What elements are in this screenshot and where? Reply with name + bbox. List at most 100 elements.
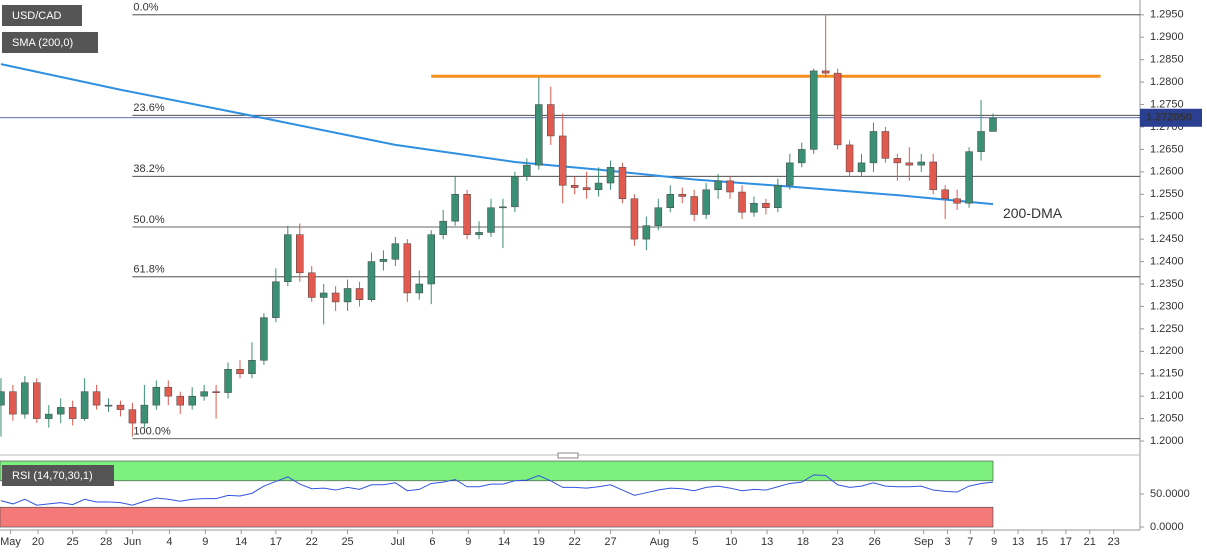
x-tick-label: Jul [391, 536, 405, 548]
candle-body [355, 288, 364, 300]
candle-body [678, 194, 686, 197]
candle-body [176, 395, 184, 406]
candle-body [451, 194, 459, 222]
candle-body [33, 382, 41, 419]
x-tick-label: 26 [869, 536, 881, 548]
x-tick-label: 7 [967, 536, 973, 548]
rsi-zone [0, 460, 994, 482]
fib-label: 23.6% [133, 102, 164, 114]
candle-body [236, 368, 244, 374]
candle-body [582, 187, 591, 191]
x-tick-label: 5 [692, 536, 698, 548]
candle-body [415, 283, 424, 294]
x-tick-label: 23 [831, 536, 843, 548]
y-tick-label: 1.2800 [1150, 76, 1184, 88]
y-tick-label: 1.2650 [1150, 143, 1184, 155]
candle-body [547, 104, 555, 137]
fib-label: 0.0% [133, 2, 158, 14]
candle-body [977, 131, 985, 152]
candle-body [499, 206, 507, 209]
candle-body [845, 144, 854, 173]
candle-body [642, 225, 651, 240]
y-tick-label: 1.2400 [1150, 255, 1184, 267]
x-tick-label: 4 [166, 536, 172, 548]
last-price-tag [1140, 108, 1202, 127]
candle-body [774, 185, 782, 208]
y-tick-label: 1.2450 [1150, 233, 1184, 245]
sma-line [0, 63, 994, 206]
candle-body [786, 162, 794, 186]
x-tick-label: 15 [1036, 536, 1048, 548]
candle-body [881, 131, 890, 159]
candle-body [558, 135, 567, 186]
last-price-label: 1.272050 [1146, 112, 1192, 124]
x-tick-label: 13 [761, 536, 773, 548]
rsi-zone [0, 506, 994, 528]
candle-body [463, 194, 471, 235]
candle-body [726, 180, 734, 193]
candle-body [714, 180, 722, 191]
candle-body [630, 198, 639, 240]
candle-body [272, 281, 280, 318]
x-tick-label: 27 [604, 536, 616, 548]
x-tick-label: 19 [533, 536, 545, 548]
candle-body [104, 404, 113, 407]
y-tick-label: 1.2150 [1150, 368, 1184, 380]
y-tick-label: 1.2600 [1150, 166, 1184, 178]
candle-body [9, 391, 17, 415]
candle-body [284, 234, 292, 283]
candle-body [523, 164, 531, 177]
candle-body [917, 161, 926, 166]
candle-body [439, 220, 447, 235]
candle-body [152, 386, 161, 406]
y-tick-label: 1.2850 [1150, 54, 1184, 66]
candle-body [487, 207, 495, 233]
x-tick-label: 22 [306, 536, 318, 548]
x-tick-label: 23 [1108, 536, 1120, 548]
rsi-label: RSI (14,70,30,1) [12, 470, 93, 482]
fib-label: 50.0% [133, 214, 164, 226]
x-tick-label: 14 [235, 536, 247, 548]
candle-body [296, 234, 304, 274]
candle-body [953, 198, 961, 204]
y-tick-label: 1.2300 [1150, 300, 1184, 312]
candle-body [188, 395, 196, 406]
candle-body [594, 182, 603, 191]
candle-body [260, 317, 268, 361]
indicator-label: SMA (200,0) [12, 37, 73, 49]
x-tick-label: 14 [498, 536, 510, 548]
candle-body [965, 151, 973, 204]
x-tick-label: 13 [1012, 536, 1024, 548]
y-tick-label: 1.2000 [1150, 435, 1184, 447]
candle-body [403, 243, 412, 294]
indicator-bg [2, 32, 98, 53]
y-tick-label: 1.2100 [1150, 390, 1184, 402]
x-tick-label: 10 [725, 536, 737, 548]
x-tick-label: 28 [100, 536, 112, 548]
candle-body [92, 391, 101, 406]
candle-body [68, 407, 77, 419]
candle-body [331, 292, 340, 303]
candle-body [798, 149, 806, 164]
x-tick-label: 20 [32, 536, 44, 548]
x-tick-label: 17 [270, 536, 282, 548]
candle-body [21, 382, 29, 415]
y-tick-label: 1.2550 [1150, 188, 1184, 200]
candle-body [929, 161, 937, 191]
pane-handle[interactable] [557, 452, 579, 459]
candle-body [941, 189, 949, 200]
candle-body [164, 386, 173, 397]
candle-body [379, 259, 388, 262]
candle-body [319, 292, 328, 298]
rsi-line [0, 474, 994, 506]
x-tick-label: 21 [1084, 536, 1096, 548]
candle-body [0, 391, 5, 406]
candle-body [821, 70, 830, 74]
candle-body [212, 391, 220, 393]
candle-body [248, 360, 256, 374]
fib-label: 61.8% [133, 264, 164, 276]
candle-body [116, 404, 125, 410]
x-tick-label: 22 [569, 536, 581, 548]
